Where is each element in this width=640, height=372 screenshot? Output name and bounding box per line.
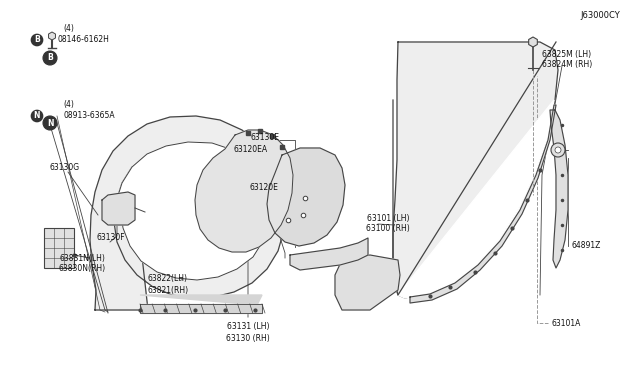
Text: (4): (4) — [63, 100, 74, 109]
Text: 63120E: 63120E — [250, 183, 278, 192]
Polygon shape — [116, 142, 269, 280]
Text: 63130E: 63130E — [250, 132, 280, 141]
Polygon shape — [195, 130, 293, 252]
Text: 63822(LH): 63822(LH) — [148, 275, 188, 283]
Polygon shape — [267, 148, 345, 246]
Text: 63821(RH): 63821(RH) — [147, 285, 189, 295]
Circle shape — [43, 51, 57, 65]
Text: 63830N(RH): 63830N(RH) — [58, 264, 106, 273]
Text: 63825M (LH): 63825M (LH) — [543, 49, 591, 58]
Polygon shape — [90, 116, 286, 310]
Text: 63120EA: 63120EA — [234, 145, 268, 154]
Polygon shape — [140, 304, 262, 313]
Text: 63130 (RH): 63130 (RH) — [226, 334, 270, 343]
Polygon shape — [410, 105, 556, 303]
Text: 08913-6365A: 08913-6365A — [63, 112, 115, 121]
Polygon shape — [529, 37, 538, 47]
Polygon shape — [102, 192, 135, 225]
Text: N: N — [34, 112, 40, 121]
Text: J63000CY: J63000CY — [580, 12, 620, 20]
Text: 64891Z: 64891Z — [572, 241, 602, 250]
Polygon shape — [49, 32, 56, 40]
Polygon shape — [335, 255, 400, 310]
Circle shape — [551, 143, 565, 157]
Polygon shape — [290, 238, 368, 270]
Polygon shape — [393, 42, 558, 298]
Text: 63100 (RH): 63100 (RH) — [366, 224, 410, 234]
Text: 63101A: 63101A — [552, 318, 581, 327]
Text: 63130F: 63130F — [97, 234, 125, 243]
Text: N: N — [47, 119, 53, 128]
Text: 08146-6162H: 08146-6162H — [57, 35, 109, 45]
Text: B: B — [34, 35, 40, 45]
Text: 63824M (RH): 63824M (RH) — [542, 61, 592, 70]
Circle shape — [43, 116, 57, 130]
Text: B: B — [47, 54, 53, 62]
Text: 63131 (LH): 63131 (LH) — [227, 321, 269, 330]
Text: 63101 (LH): 63101 (LH) — [367, 214, 409, 222]
Text: (4): (4) — [63, 25, 74, 33]
Bar — [44, 228, 74, 268]
Polygon shape — [140, 295, 262, 305]
Polygon shape — [550, 110, 568, 268]
Circle shape — [555, 147, 561, 153]
Polygon shape — [398, 100, 554, 298]
Text: 63831N(LH): 63831N(LH) — [59, 253, 105, 263]
Text: 63130G: 63130G — [50, 164, 80, 173]
